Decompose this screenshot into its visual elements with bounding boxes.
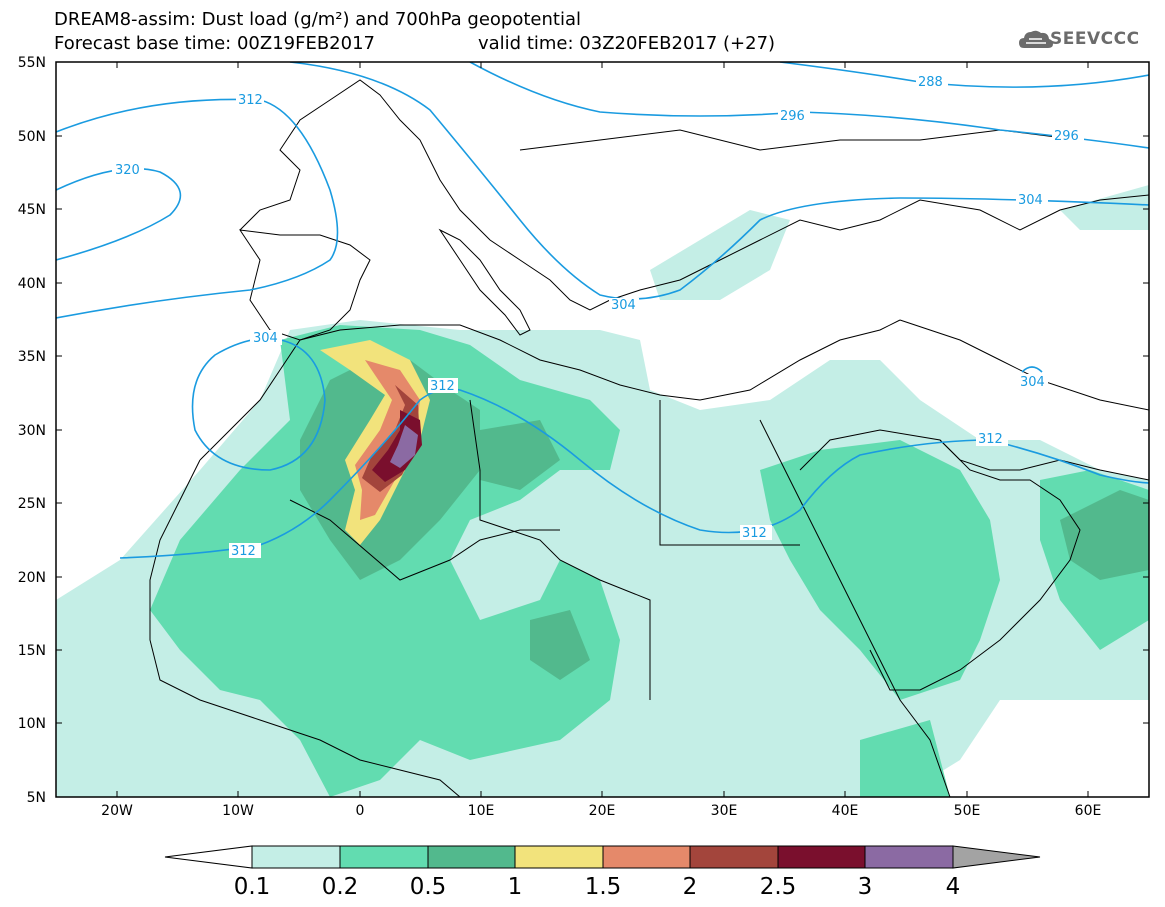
coast-italy [438, 228, 531, 336]
colorbar-label: 2.5 [760, 874, 797, 900]
dust-layer-0c [1060, 185, 1149, 230]
colorbar-swatch [602, 845, 691, 869]
lon-label: 20E [589, 803, 616, 819]
contour-label: 312 [742, 526, 767, 541]
contour-296 [469, 62, 1149, 149]
forecast-base-time: Forecast base time: 00Z19FEB2017 [54, 33, 375, 54]
colorbar-swatch [339, 845, 429, 869]
map-title: DREAM8-assim: Dust load (g/m²) and 700hP… [54, 9, 581, 30]
contour-304-east [289, 62, 1149, 300]
contour-320 [56, 167, 182, 261]
cloud-logo-icon [1019, 30, 1053, 48]
coast-europe [239, 79, 1149, 311]
dust-layer-0b [650, 210, 790, 300]
contour-labels: 312 320 304 312 312 312 304 304 288 296 … [112, 74, 1084, 559]
contour-label: 304 [611, 298, 636, 313]
dust-layer-1b [760, 440, 1000, 700]
colorbar-label: 0.1 [234, 874, 271, 900]
contour-label: 296 [780, 109, 805, 124]
contour-label: 320 [115, 163, 140, 178]
colorbar-label: 4 [946, 874, 961, 900]
contour-label: 312 [231, 544, 256, 559]
lat-label: 55N [18, 55, 46, 71]
contour-label: 312 [238, 93, 263, 108]
colorbar-swatch [689, 845, 779, 869]
contour-288 [779, 62, 1149, 88]
logo-text: SEEVCCC [1050, 29, 1140, 49]
border-east-europe [519, 129, 1081, 151]
lon-label: 10E [468, 803, 495, 819]
lon-label: 20W [101, 803, 133, 819]
lat-label: 35N [18, 349, 46, 365]
dust-layer-1d [860, 720, 950, 797]
lon-label: 50E [954, 803, 981, 819]
contour-label: 296 [1054, 129, 1079, 144]
lon-label: 30E [711, 803, 738, 819]
valid-time: valid time: 03Z20FEB2017 (+27) [478, 33, 776, 54]
lat-label: 15N [18, 643, 46, 659]
coastlines [149, 79, 1149, 797]
contour-312-small [1021, 366, 1043, 373]
colorbar-over-triangle [952, 845, 1041, 869]
lon-label: 40E [832, 803, 859, 819]
border-sahara-1 [289, 499, 560, 581]
colorbar-swatch [777, 845, 866, 869]
lon-labels: 20W 10W 0 10E 20E 30E 40E 50E 60E [101, 803, 1101, 819]
lat-label: 30N [18, 423, 46, 439]
border-mideast [899, 319, 1149, 411]
colorbar-swatch [514, 845, 604, 869]
contour-label: 304 [253, 331, 278, 346]
coast-africa-west [149, 459, 461, 797]
contour-label: 288 [918, 75, 943, 90]
border-sahara-2 [659, 400, 800, 546]
contour-label: 304 [1018, 193, 1043, 208]
lat-label: 5N [27, 790, 46, 806]
colorbar [164, 845, 1041, 869]
lat-labels: 55N 50N 45N 40N 35N 30N 25N 20N 15N 10N … [18, 55, 46, 806]
lon-ticks [116, 62, 1089, 797]
contour-label: 304 [1020, 375, 1045, 390]
colorbar-swatch [864, 845, 954, 869]
dust-layer-6 [372, 410, 422, 482]
colorbar-label: 1.5 [585, 874, 622, 900]
contour-312-north [56, 98, 339, 319]
lat-label: 45N [18, 202, 46, 218]
colorbar-label: 0.5 [410, 874, 447, 900]
dust-layer-2d [530, 610, 590, 680]
colorbar-label: 0.2 [322, 874, 359, 900]
coast-redsea [759, 419, 951, 797]
lat-label: 10N [18, 716, 46, 732]
colorbar-label: 2 [683, 874, 698, 900]
coast-arabia [799, 429, 1081, 691]
lat-ticks [56, 61, 1149, 724]
colorbar-swatch [427, 845, 516, 869]
lat-label: 50N [18, 129, 46, 145]
contour-label: 312 [430, 379, 455, 394]
contour-304-loop [191, 337, 326, 471]
coast-iberia [238, 229, 371, 341]
dust-layer-2c [1060, 490, 1149, 580]
contour-label: 312 [978, 432, 1003, 447]
colorbar-swatch [251, 845, 341, 869]
coast-africa-north [199, 319, 901, 461]
dust-field [56, 185, 1149, 797]
dust-layer-2b [480, 420, 560, 490]
lon-label: 60E [1075, 803, 1102, 819]
dust-layer-7 [390, 425, 418, 468]
lon-label: 10W [222, 803, 254, 819]
colorbar-label: 3 [858, 874, 873, 900]
lon-label: 0 [356, 803, 365, 819]
border-sahara-3 [469, 399, 651, 700]
coast-gulf [939, 439, 1149, 481]
colorbar-labels: 0.1 0.2 0.5 1 1.5 2 2.5 3 4 [234, 874, 961, 900]
colorbar-under-triangle [164, 845, 253, 869]
colorbar-label: 1 [508, 874, 523, 900]
lat-label: 40N [18, 276, 46, 292]
lat-label: 20N [18, 570, 46, 586]
lat-label: 25N [18, 496, 46, 512]
